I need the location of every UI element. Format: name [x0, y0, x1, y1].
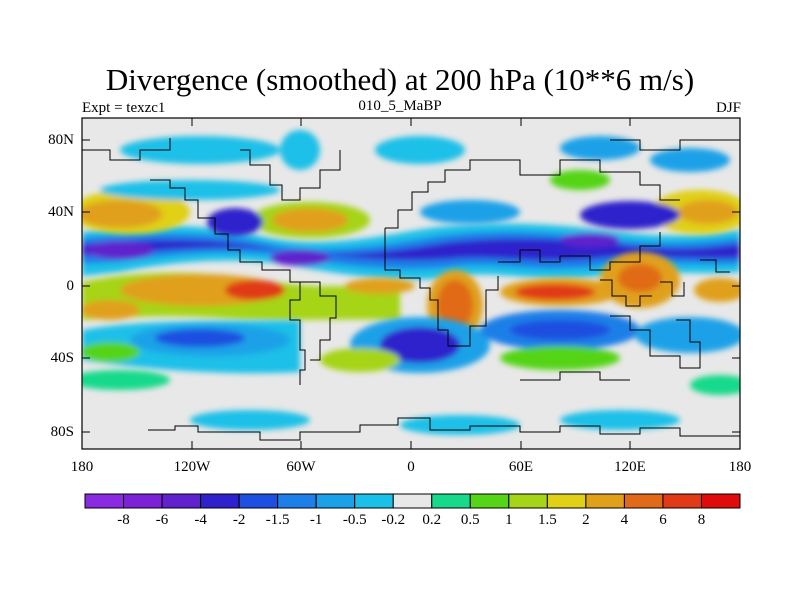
- x-tick-label: 120E: [614, 459, 646, 475]
- colorbar-box: [84, 493, 125, 509]
- map-field: [82, 118, 740, 449]
- colorbar-label: -4: [194, 512, 207, 528]
- y-tick-label: 80N: [48, 132, 74, 148]
- colorbar-label: 0.2: [422, 512, 442, 528]
- x-tick-label: 60W: [286, 459, 316, 475]
- colorbar-box: [662, 493, 702, 509]
- colorbar-box: [585, 493, 625, 509]
- colorbar-box: [238, 493, 279, 509]
- x-tick-label: 120W: [173, 459, 211, 475]
- colorbar-box: [508, 493, 548, 509]
- colorbar: [84, 493, 741, 509]
- case-label: 010_5_MaBP: [358, 98, 442, 114]
- colorbar-label: -6: [155, 512, 169, 528]
- colorbar-box: [546, 493, 587, 509]
- colorbar-box: [200, 493, 240, 509]
- colorbar-label: -1.5: [265, 512, 290, 528]
- y-tick-label: 0: [66, 278, 75, 294]
- y-tick-label: 40S: [50, 350, 74, 366]
- colorbar-box: [277, 493, 317, 509]
- colorbar-label: 1.5: [537, 512, 557, 528]
- colorbar-label: 1: [505, 512, 513, 528]
- y-tick-label: 80S: [50, 424, 74, 440]
- y-tick-label: 40N: [48, 204, 74, 220]
- colorbar-label: -0.2: [381, 512, 406, 528]
- colorbar-label: 6: [659, 512, 667, 528]
- colorbar-label: -8: [117, 512, 130, 528]
- x-tick-label: 180: [728, 459, 752, 475]
- colorbar-box: [469, 493, 510, 509]
- colorbar-box: [315, 493, 356, 509]
- coastlines: [82, 138, 740, 441]
- colorbar-box: [392, 493, 433, 509]
- colorbar-label: 4: [620, 512, 629, 528]
- x-tick-label: 0: [407, 459, 415, 475]
- colorbar-label: 8: [697, 512, 706, 528]
- colorbar-box: [123, 493, 163, 509]
- colorbar-box: [700, 493, 741, 509]
- plot-title: Divergence (smoothed) at 200 hPa (10**6 …: [105, 62, 695, 97]
- colorbar-label: -1: [309, 512, 323, 528]
- colorbar-box: [623, 493, 664, 509]
- experiment-label: Expt = texzc1: [82, 100, 166, 116]
- x-tick-label: 180: [70, 459, 94, 475]
- colorbar-label: -0.5: [342, 512, 367, 528]
- colorbar-label: 0.5: [460, 512, 480, 528]
- axis-ticks: [82, 118, 740, 449]
- colorbar-box: [354, 493, 394, 509]
- colorbar-label: 2: [582, 512, 590, 528]
- colorbar-box: [431, 493, 471, 509]
- x-tick-label: 60E: [508, 459, 534, 475]
- season-label: DJF: [715, 100, 741, 116]
- colorbar-box: [161, 493, 202, 509]
- colorbar-label: -2: [232, 512, 246, 528]
